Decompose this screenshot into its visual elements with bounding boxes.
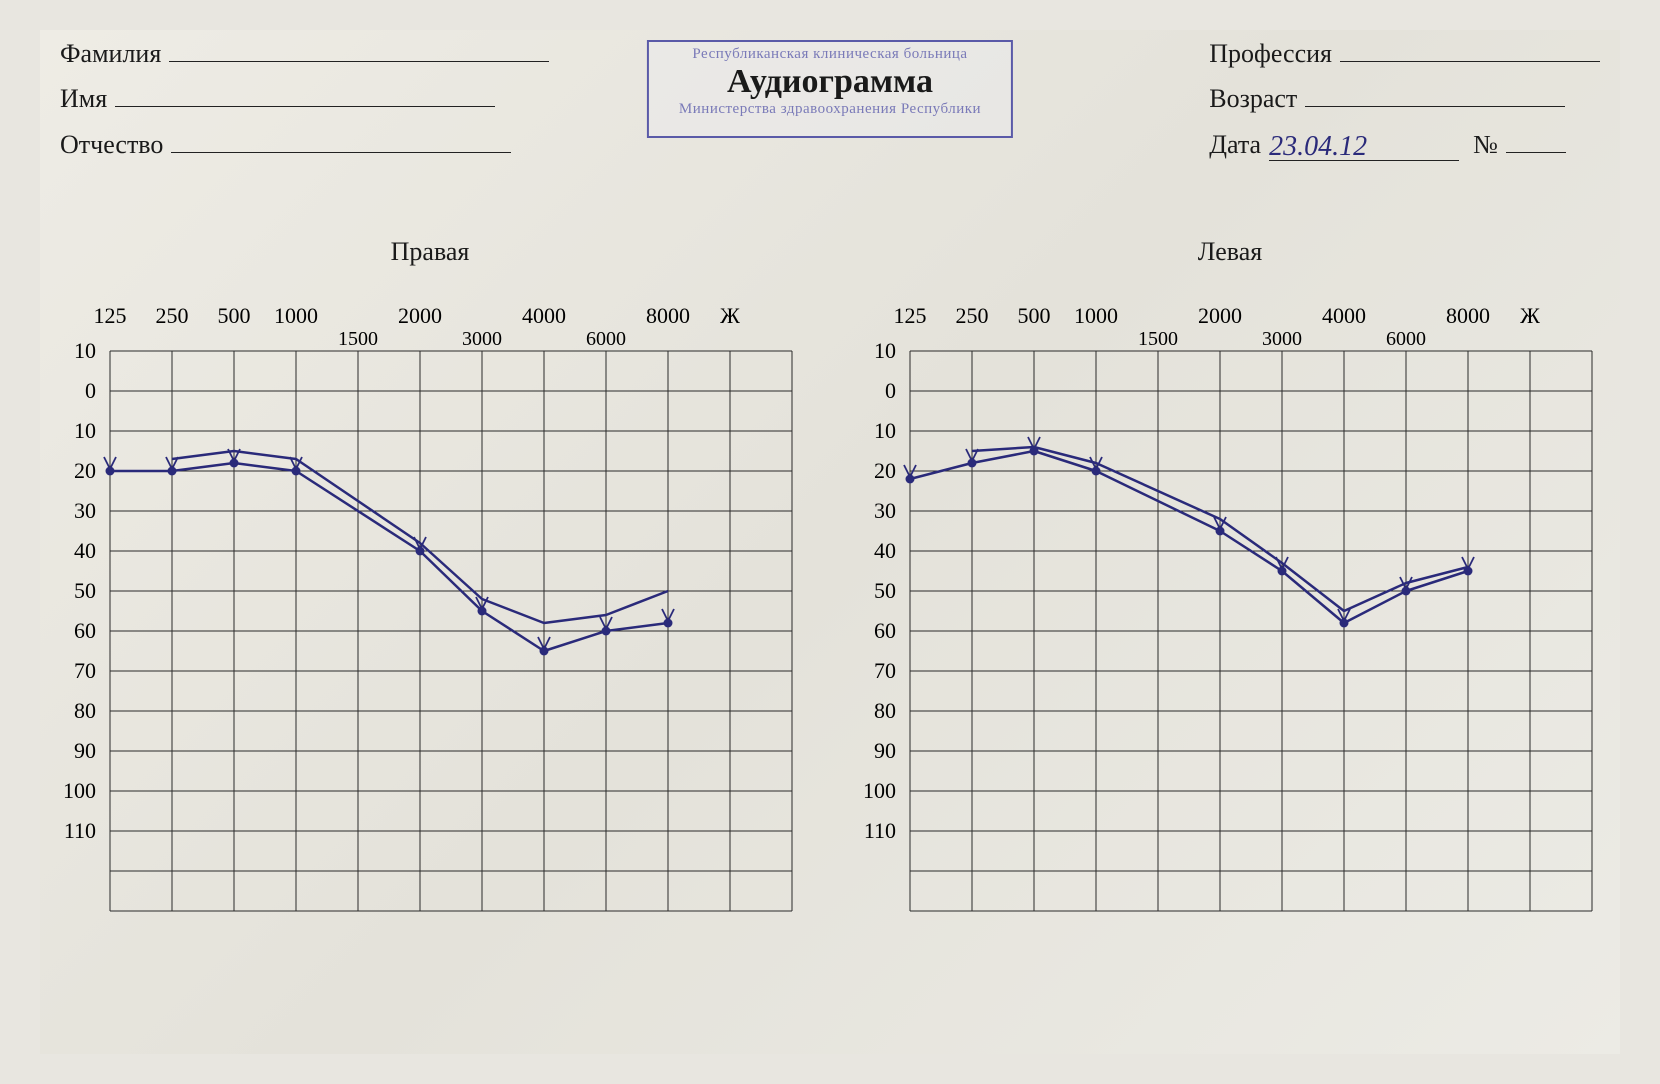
svg-text:250: 250 xyxy=(956,303,989,328)
svg-text:Ж: Ж xyxy=(1520,303,1540,328)
date-field: Дата 23.04.12 № xyxy=(1209,120,1600,160)
svg-text:6000: 6000 xyxy=(586,328,626,350)
svg-text:70: 70 xyxy=(74,658,96,683)
svg-text:110: 110 xyxy=(64,818,96,843)
svg-text:20: 20 xyxy=(874,458,896,483)
svg-text:8000: 8000 xyxy=(646,303,690,328)
svg-text:500: 500 xyxy=(218,303,251,328)
svg-text:125: 125 xyxy=(894,303,927,328)
profession-field: Профессия xyxy=(1209,30,1600,69)
svg-text:3000: 3000 xyxy=(462,328,502,350)
svg-text:1500: 1500 xyxy=(1138,328,1178,350)
svg-text:40: 40 xyxy=(74,538,96,563)
svg-text:40: 40 xyxy=(874,538,896,563)
name-field: Имя xyxy=(60,75,549,114)
svg-text:250: 250 xyxy=(156,303,189,328)
svg-text:100: 100 xyxy=(863,778,896,803)
svg-text:0: 0 xyxy=(885,378,896,403)
svg-text:70: 70 xyxy=(874,658,896,683)
title-stamp-block: Республиканская клиническая больница Ауд… xyxy=(647,40,1013,138)
svg-text:1000: 1000 xyxy=(274,303,318,328)
svg-text:6000: 6000 xyxy=(1386,328,1426,350)
patronymic-field: Отчество xyxy=(60,120,549,159)
left-ear-block: Левая 1252505001000200040008000Ж15003000… xyxy=(850,237,1610,961)
svg-text:1500: 1500 xyxy=(338,328,378,350)
patient-fields-right: Профессия Возраст Дата 23.04.12 № xyxy=(1209,30,1600,167)
svg-text:3000: 3000 xyxy=(1262,328,1302,350)
svg-text:50: 50 xyxy=(874,578,896,603)
svg-text:30: 30 xyxy=(874,498,896,523)
svg-text:50: 50 xyxy=(74,578,96,603)
stamp-line-1: Республиканская клиническая больница xyxy=(679,46,981,63)
name-label: Имя xyxy=(60,84,107,114)
svg-text:4000: 4000 xyxy=(1322,303,1366,328)
svg-text:1000: 1000 xyxy=(1074,303,1118,328)
form-title: Аудиограмма xyxy=(679,63,981,101)
svg-text:4000: 4000 xyxy=(522,303,566,328)
svg-text:0: 0 xyxy=(85,378,96,403)
profession-label: Профессия xyxy=(1209,39,1332,69)
svg-text:30: 30 xyxy=(74,498,96,523)
svg-text:10: 10 xyxy=(74,418,96,443)
svg-text:110: 110 xyxy=(864,818,896,843)
svg-text:2000: 2000 xyxy=(398,303,442,328)
right-ear-title: Правая xyxy=(50,237,810,267)
svg-text:Ж: Ж xyxy=(720,303,740,328)
svg-text:2000: 2000 xyxy=(1198,303,1242,328)
right-ear-block: Правая 1252505001000200040008000Ж1500300… xyxy=(50,237,810,961)
charts-row: Правая 1252505001000200040008000Ж1500300… xyxy=(40,237,1620,961)
svg-text:60: 60 xyxy=(874,618,896,643)
svg-text:10: 10 xyxy=(874,338,896,363)
number-label: № xyxy=(1473,130,1498,160)
svg-text:20: 20 xyxy=(74,458,96,483)
svg-text:10: 10 xyxy=(874,418,896,443)
svg-text:80: 80 xyxy=(74,698,96,723)
age-label: Возраст xyxy=(1209,84,1297,114)
svg-text:60: 60 xyxy=(74,618,96,643)
patronymic-label: Отчество xyxy=(60,130,163,160)
svg-text:90: 90 xyxy=(74,738,96,763)
audiogram-sheet: Фамилия Имя Отчество Профессия Возраст xyxy=(40,30,1620,1054)
svg-text:500: 500 xyxy=(1018,303,1051,328)
svg-text:80: 80 xyxy=(874,698,896,723)
svg-text:8000: 8000 xyxy=(1446,303,1490,328)
patient-fields-left: Фамилия Имя Отчество xyxy=(60,30,549,167)
svg-text:10: 10 xyxy=(74,338,96,363)
stamp-line-2: Министерства здравоохранения Республики xyxy=(679,101,981,118)
surname-label: Фамилия xyxy=(60,39,161,69)
svg-text:90: 90 xyxy=(874,738,896,763)
left-ear-chart: 1252505001000200040008000Ж15003000600010… xyxy=(850,281,1610,961)
right-ear-chart: 1252505001000200040008000Ж15003000600010… xyxy=(50,281,810,961)
svg-text:100: 100 xyxy=(63,778,96,803)
date-value: 23.04.12 xyxy=(1269,131,1367,162)
date-label: Дата xyxy=(1209,130,1261,160)
left-ear-title: Левая xyxy=(850,237,1610,267)
surname-field: Фамилия xyxy=(60,30,549,69)
age-field: Возраст xyxy=(1209,75,1600,114)
svg-text:125: 125 xyxy=(94,303,127,328)
